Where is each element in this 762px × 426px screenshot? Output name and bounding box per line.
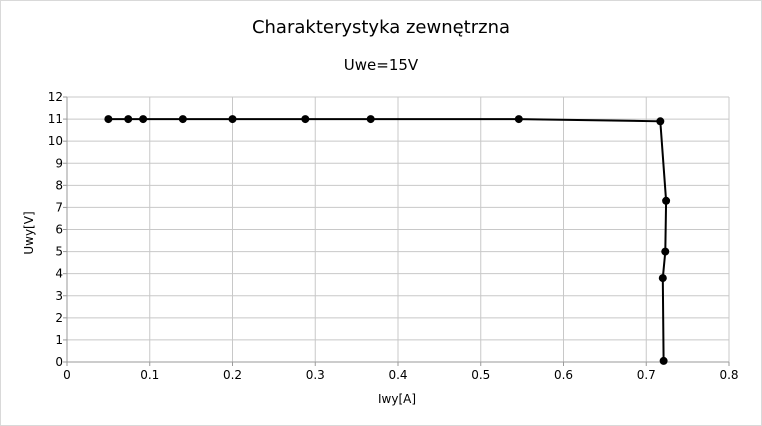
data-point bbox=[139, 115, 148, 124]
chart-title: Charakterystyka zewnętrzna bbox=[251, 17, 511, 38]
y-tick-label: 0 bbox=[55, 355, 63, 369]
y-tick-label: 11 bbox=[48, 112, 63, 126]
series-line bbox=[108, 118, 668, 361]
x-tick-label: 0 bbox=[63, 368, 71, 382]
y-tick-label: 12 bbox=[48, 90, 63, 104]
x-tick-label: 0.4 bbox=[388, 368, 407, 382]
data-point bbox=[514, 115, 523, 124]
data-point bbox=[228, 115, 237, 124]
y-tick-label: 7 bbox=[55, 200, 63, 214]
data-point bbox=[104, 115, 113, 124]
data-point bbox=[662, 196, 671, 205]
data-point bbox=[661, 247, 670, 256]
data-point bbox=[366, 115, 375, 124]
x-tick-label: 0.5 bbox=[471, 368, 490, 382]
x-tick-label: 0.2 bbox=[223, 368, 242, 382]
data-point bbox=[178, 115, 187, 124]
y-tick-label: 4 bbox=[55, 267, 63, 281]
x-tick-label: 0.1 bbox=[140, 368, 159, 382]
y-tick-label: 9 bbox=[55, 156, 63, 170]
data-point bbox=[659, 356, 668, 365]
y-tick-label: 5 bbox=[55, 245, 63, 259]
x-tick-label: 0.3 bbox=[306, 368, 325, 382]
y-tick-label: 1 bbox=[55, 333, 63, 347]
gridlines bbox=[67, 96, 730, 362]
y-tick-label: 2 bbox=[55, 311, 63, 325]
x-tick-labels: 0 0.1 0.2 0.3 0.4 0.5 0.6 0.7 0.8 bbox=[63, 368, 738, 382]
data-point bbox=[124, 115, 133, 124]
x-tick-label: 0.7 bbox=[637, 368, 656, 382]
data-point bbox=[658, 274, 667, 283]
x-tick-label: 0.6 bbox=[554, 368, 573, 382]
y-axis-label: Uwy[V] bbox=[22, 211, 36, 254]
chart-subtitle: Uwe=15V bbox=[343, 56, 419, 74]
data-series bbox=[104, 115, 671, 365]
y-tick-label: 6 bbox=[55, 223, 63, 237]
y-tick-label: 3 bbox=[55, 289, 63, 303]
y-tick-label: 8 bbox=[55, 178, 63, 192]
x-axis-label: Iwy[A] bbox=[378, 392, 416, 406]
axes bbox=[63, 96, 730, 366]
data-point bbox=[301, 115, 310, 124]
y-tick-label: 10 bbox=[48, 134, 63, 148]
data-point bbox=[656, 117, 665, 126]
x-tick-label: 0.8 bbox=[719, 368, 738, 382]
